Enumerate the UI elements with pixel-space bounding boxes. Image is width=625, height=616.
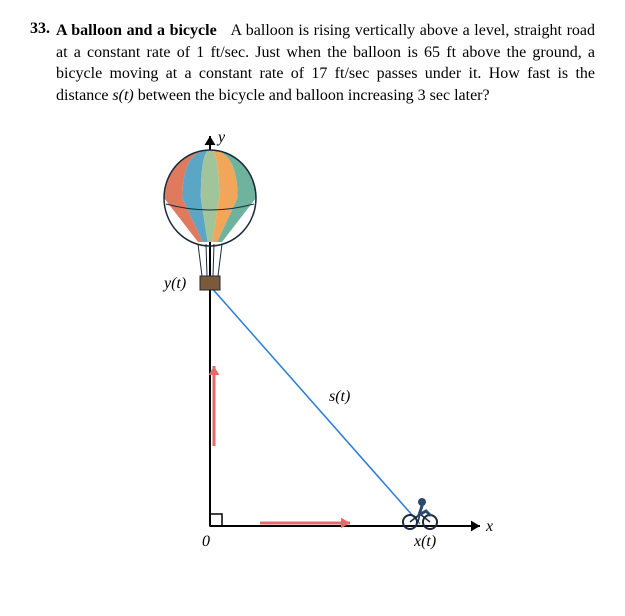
- svg-text:0: 0: [202, 533, 210, 550]
- problem-body-after: between the bicycle and balloon increasi…: [134, 87, 490, 104]
- svg-text:x(t): x(t): [413, 533, 436, 550]
- problem-title: A balloon and a bicycle: [56, 22, 217, 39]
- problem-text: A balloon and a bicycle A balloon is ris…: [56, 20, 595, 106]
- figure: y x 0 y(t) x(t) s(t): [140, 126, 595, 571]
- problem-var: s(t): [112, 87, 133, 104]
- problem-number: 33.: [30, 20, 50, 38]
- svg-text:x: x: [485, 518, 493, 535]
- svg-text:y(t): y(t): [162, 275, 186, 292]
- problem-block: 33. A balloon and a bicycle A balloon is…: [30, 20, 595, 106]
- svg-text:y: y: [216, 129, 226, 146]
- figure-svg: y x 0 y(t) x(t) s(t): [140, 126, 500, 566]
- svg-text:s(t): s(t): [329, 388, 350, 405]
